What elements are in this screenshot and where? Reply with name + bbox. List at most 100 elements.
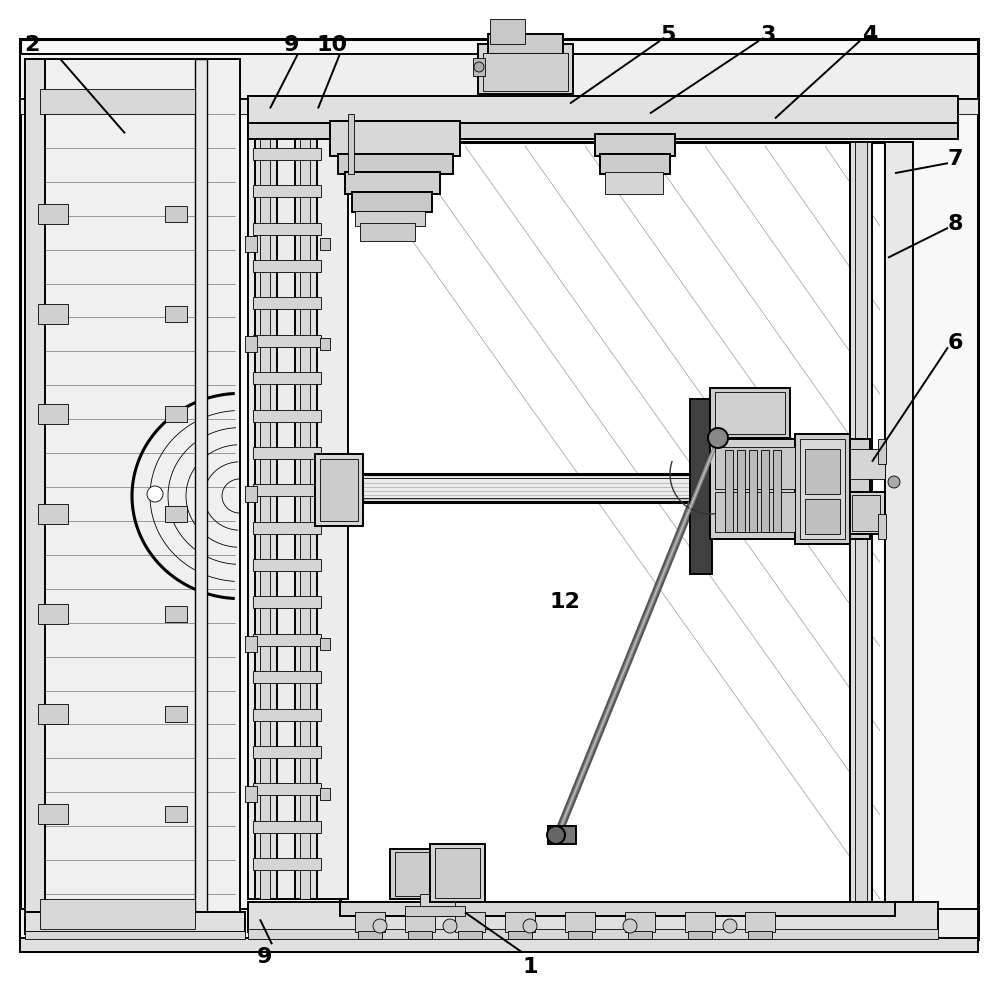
Bar (710, 439, 870, 540)
Bar (253, 485, 321, 497)
Bar (248, 124, 958, 140)
Text: 1: 1 (522, 956, 538, 976)
Text: 9: 9 (284, 35, 300, 55)
Bar (253, 596, 321, 608)
Bar (878, 515, 886, 540)
Bar (40, 89, 195, 115)
Bar (725, 450, 733, 533)
Bar (165, 507, 187, 523)
Bar (690, 400, 712, 575)
Bar (685, 912, 715, 932)
Text: 5: 5 (660, 25, 676, 45)
Bar (248, 929, 938, 939)
Bar (320, 478, 780, 499)
Bar (295, 110, 317, 900)
Bar (710, 389, 790, 438)
Bar (568, 931, 592, 939)
Circle shape (888, 476, 900, 488)
Bar (25, 912, 245, 932)
Bar (253, 522, 321, 534)
Circle shape (523, 919, 537, 933)
Bar (505, 912, 535, 932)
Bar (345, 173, 440, 195)
Polygon shape (25, 395, 233, 598)
Bar (253, 373, 321, 385)
Bar (195, 60, 207, 934)
Bar (25, 931, 245, 939)
Bar (795, 434, 850, 545)
Circle shape (623, 919, 637, 933)
Bar (253, 746, 321, 758)
Bar (358, 931, 382, 939)
Bar (408, 931, 432, 939)
Bar (255, 110, 277, 900)
Bar (38, 405, 68, 424)
Bar (260, 110, 270, 900)
Bar (245, 237, 257, 252)
Circle shape (708, 428, 728, 448)
Bar (38, 205, 68, 225)
Bar (320, 488, 330, 501)
Bar (25, 60, 45, 934)
Bar (320, 788, 330, 800)
Bar (688, 931, 712, 939)
Bar (805, 500, 840, 535)
Bar (253, 634, 321, 646)
Bar (165, 407, 187, 422)
Bar (253, 336, 321, 348)
Bar (761, 450, 769, 533)
Bar (508, 931, 532, 939)
Bar (38, 804, 68, 824)
Bar (340, 903, 895, 916)
Bar (878, 439, 886, 464)
Bar (20, 938, 978, 952)
Text: 2: 2 (24, 35, 40, 55)
Bar (715, 447, 795, 489)
Bar (745, 912, 775, 932)
Bar (248, 110, 348, 900)
Bar (490, 20, 525, 45)
Bar (253, 821, 321, 833)
Circle shape (147, 486, 163, 503)
Bar (800, 439, 845, 540)
Bar (253, 447, 321, 459)
Bar (348, 115, 354, 175)
Bar (488, 35, 563, 55)
Bar (38, 305, 68, 325)
Bar (20, 55, 978, 100)
Bar (355, 212, 425, 227)
Text: 8: 8 (947, 214, 963, 234)
Bar (253, 149, 321, 161)
Bar (25, 60, 240, 934)
Bar (330, 122, 460, 157)
Bar (320, 239, 330, 250)
Bar (852, 495, 880, 532)
Text: 7: 7 (947, 149, 963, 169)
Bar (253, 186, 321, 198)
Bar (850, 449, 885, 479)
Bar (245, 337, 257, 353)
Bar (320, 459, 358, 522)
Circle shape (547, 826, 565, 844)
Bar (253, 298, 321, 310)
Bar (165, 307, 187, 323)
Bar (320, 339, 330, 351)
Bar (253, 672, 321, 684)
Bar (483, 54, 568, 91)
Bar (600, 155, 670, 175)
Bar (315, 454, 363, 527)
Bar (885, 143, 913, 903)
Bar (420, 894, 455, 910)
Bar (435, 848, 480, 899)
Bar (340, 143, 885, 903)
Bar (165, 207, 187, 223)
Bar (253, 560, 321, 572)
Bar (338, 155, 453, 175)
Bar (355, 912, 385, 932)
Bar (548, 826, 576, 844)
Text: 4: 4 (862, 25, 878, 45)
Bar (300, 110, 310, 900)
Bar (320, 638, 330, 650)
Bar (715, 393, 785, 434)
Circle shape (443, 919, 457, 933)
